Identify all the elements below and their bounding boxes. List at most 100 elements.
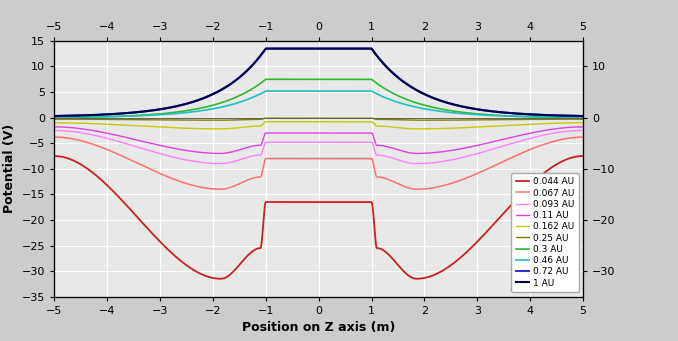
0.162 AU [217, 127, 225, 131]
0.093 AU [579, 128, 587, 132]
1 AU [579, 114, 587, 118]
0.093 AU [569, 129, 577, 133]
0.46 AU [253, 93, 261, 98]
0.067 AU [512, 154, 520, 158]
1 AU [276, 46, 284, 50]
0.72 AU [512, 112, 520, 116]
0.25 AU [142, 118, 150, 122]
Line: 0.044 AU: 0.044 AU [54, 156, 583, 279]
0.11 AU [276, 131, 284, 135]
0.044 AU [512, 198, 520, 202]
0.72 AU [579, 114, 587, 118]
Line: 0.11 AU: 0.11 AU [54, 127, 583, 153]
0.067 AU [142, 165, 150, 169]
0.72 AU [111, 112, 119, 116]
0.044 AU [217, 277, 225, 281]
0.067 AU [253, 175, 261, 179]
0.162 AU [111, 122, 119, 127]
1 AU [253, 58, 261, 62]
0.162 AU [50, 121, 58, 125]
1 AU [512, 112, 520, 116]
Line: 0.25 AU: 0.25 AU [54, 118, 583, 120]
0.25 AU [276, 116, 284, 120]
0.25 AU [569, 117, 577, 121]
0.46 AU [512, 114, 520, 118]
Line: 0.72 AU: 0.72 AU [54, 48, 583, 116]
0.3 AU [253, 84, 261, 88]
0.067 AU [579, 135, 587, 139]
0.11 AU [579, 125, 587, 129]
0.044 AU [276, 200, 284, 204]
0.067 AU [217, 187, 225, 191]
0.093 AU [276, 140, 284, 144]
0.093 AU [217, 162, 225, 166]
0.093 AU [50, 128, 58, 132]
0.3 AU [579, 116, 587, 120]
0.46 AU [276, 89, 284, 93]
0.162 AU [262, 120, 270, 124]
0.46 AU [579, 115, 587, 119]
0.46 AU [111, 115, 119, 119]
Line: 0.067 AU: 0.067 AU [54, 137, 583, 189]
0.044 AU [253, 247, 261, 251]
0.093 AU [512, 140, 520, 144]
0.067 AU [276, 157, 284, 161]
1 AU [569, 114, 577, 118]
0.044 AU [579, 154, 587, 158]
0.044 AU [142, 225, 150, 229]
0.162 AU [276, 120, 284, 124]
0.25 AU [217, 118, 225, 122]
0.72 AU [142, 109, 150, 113]
0.72 AU [262, 46, 270, 50]
X-axis label: Position on Z axis (m): Position on Z axis (m) [242, 321, 395, 334]
1 AU [142, 109, 150, 113]
0.25 AU [262, 116, 270, 120]
0.72 AU [276, 46, 284, 50]
0.093 AU [253, 153, 261, 157]
0.3 AU [111, 115, 119, 119]
0.162 AU [569, 121, 577, 125]
0.72 AU [569, 114, 577, 118]
0.72 AU [50, 114, 58, 118]
0.46 AU [142, 114, 150, 118]
Line: 0.162 AU: 0.162 AU [54, 122, 583, 129]
Legend: 0.044 AU, 0.067 AU, 0.093 AU, 0.11 AU, 0.162 AU, 0.25 AU, 0.3 AU, 0.46 AU, 0.72 : 0.044 AU, 0.067 AU, 0.093 AU, 0.11 AU, 0… [511, 173, 578, 292]
Line: 0.3 AU: 0.3 AU [54, 79, 583, 118]
0.11 AU [111, 133, 119, 137]
0.11 AU [50, 125, 58, 129]
0.25 AU [512, 118, 520, 122]
0.25 AU [579, 117, 587, 121]
0.162 AU [579, 121, 587, 125]
0.067 AU [50, 135, 58, 139]
1 AU [111, 112, 119, 116]
0.3 AU [569, 116, 577, 120]
0.11 AU [569, 125, 577, 129]
0.162 AU [142, 124, 150, 128]
0.3 AU [50, 116, 58, 120]
Line: 0.093 AU: 0.093 AU [54, 130, 583, 164]
0.11 AU [512, 134, 520, 138]
0.25 AU [253, 117, 261, 121]
0.093 AU [111, 138, 119, 143]
0.067 AU [111, 151, 119, 155]
0.044 AU [569, 155, 577, 159]
0.72 AU [253, 58, 261, 62]
0.162 AU [253, 124, 261, 128]
0.11 AU [142, 140, 150, 144]
0.46 AU [569, 115, 577, 119]
0.044 AU [111, 191, 119, 195]
0.3 AU [512, 114, 520, 118]
0.162 AU [512, 123, 520, 127]
0.25 AU [50, 117, 58, 121]
0.093 AU [142, 148, 150, 152]
0.25 AU [111, 117, 119, 121]
Y-axis label: Potential (V): Potential (V) [3, 124, 16, 213]
1 AU [50, 114, 58, 118]
0.11 AU [253, 143, 261, 147]
0.067 AU [569, 136, 577, 140]
Line: 1 AU: 1 AU [54, 48, 583, 116]
0.46 AU [262, 89, 270, 93]
0.3 AU [142, 113, 150, 117]
0.11 AU [217, 151, 225, 155]
0.46 AU [50, 115, 58, 119]
